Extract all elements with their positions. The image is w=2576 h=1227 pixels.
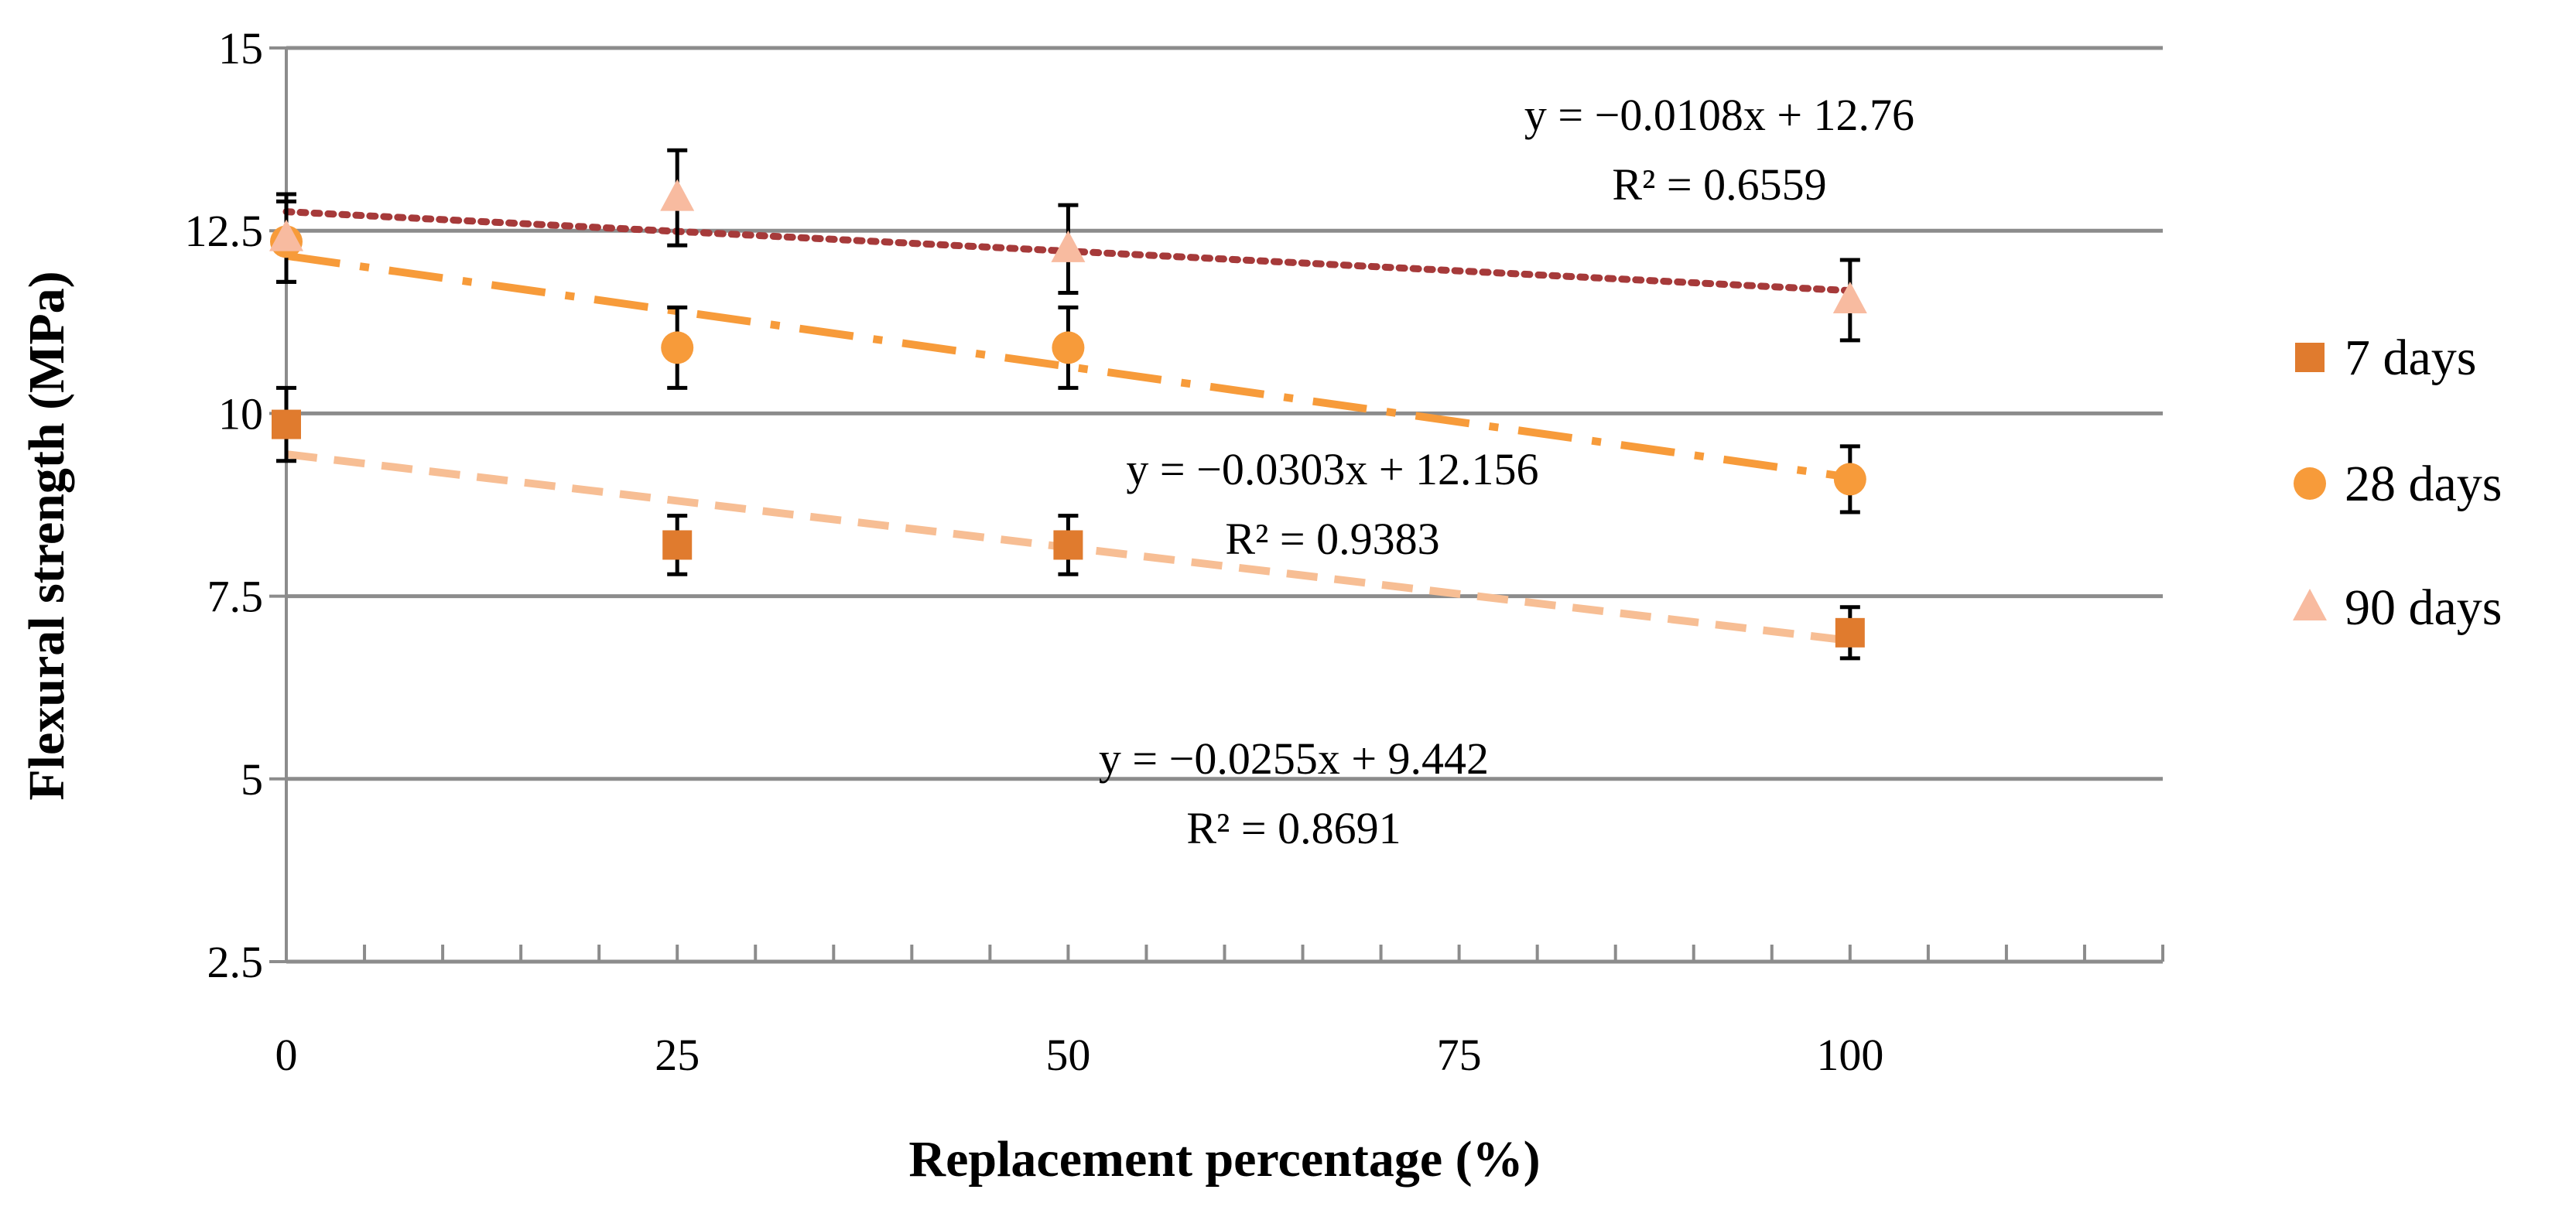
y-axis-title: Flexural strength (MPa) [19, 271, 75, 800]
y-tick-label: 5 [241, 754, 263, 805]
data-point-90-days [660, 179, 695, 211]
trendline-r2: R² = 0.6559 [1612, 159, 1826, 210]
data-point-90-days [1832, 281, 1867, 313]
legend-marker-28-days [2294, 467, 2326, 500]
x-tick-label: 100 [1816, 1030, 1883, 1080]
data-point-7-days [1835, 617, 1865, 648]
trendline-equation: y = −0.0108x + 12.76 [1524, 90, 1914, 140]
y-tick-label: 15 [218, 23, 263, 73]
error-bars [276, 148, 1860, 661]
trendline-equation: y = −0.0255x + 9.442 [1099, 733, 1489, 784]
x-tick-label: 50 [1045, 1030, 1090, 1080]
trendline-r2: R² = 0.8691 [1186, 803, 1401, 853]
trendline-equation: y = −0.0303x + 12.156 [1126, 444, 1538, 494]
axis-labels: 2.5 5 7.5 10 12.5 15 0 25 50 75 100 Replacement per… [19, 23, 1883, 1188]
legend-marker-90-days [2293, 589, 2327, 620]
data-point-7-days [272, 409, 301, 439]
data-markers [269, 179, 1867, 648]
legend: 7 days 28 days 90 days [2293, 330, 2502, 636]
x-axis-title: Replacement percentage (%) [908, 1131, 1540, 1188]
x-tick-label: 75 [1437, 1030, 1482, 1080]
legend-marker-7-days [2295, 343, 2325, 372]
trendline-equations: y = −0.0255x + 9.442 R² = 0.8691 y = −0.03… [1099, 90, 1914, 853]
y-tick-label: 12.5 [185, 206, 264, 256]
data-point-90-days [1051, 230, 1086, 262]
y-tick-label: 2.5 [207, 937, 264, 987]
legend-label: 28 days [2345, 456, 2502, 512]
trendline-r2: R² = 0.9383 [1225, 514, 1439, 564]
data-point-28-days [661, 331, 694, 364]
legend-label: 7 days [2345, 330, 2476, 386]
data-point-7-days [1053, 530, 1083, 560]
legend-label: 90 days [2345, 579, 2502, 636]
data-point-7-days [662, 530, 693, 560]
y-tick-label: 7.5 [207, 572, 264, 622]
data-point-28-days [1052, 331, 1085, 364]
x-tick-label: 0 [275, 1030, 298, 1080]
data-point-90-days [269, 219, 303, 251]
gridlines [286, 46, 2163, 781]
y-tick-label: 10 [218, 388, 263, 439]
data-point-28-days [1833, 463, 1866, 496]
x-tick-label: 25 [655, 1030, 700, 1080]
